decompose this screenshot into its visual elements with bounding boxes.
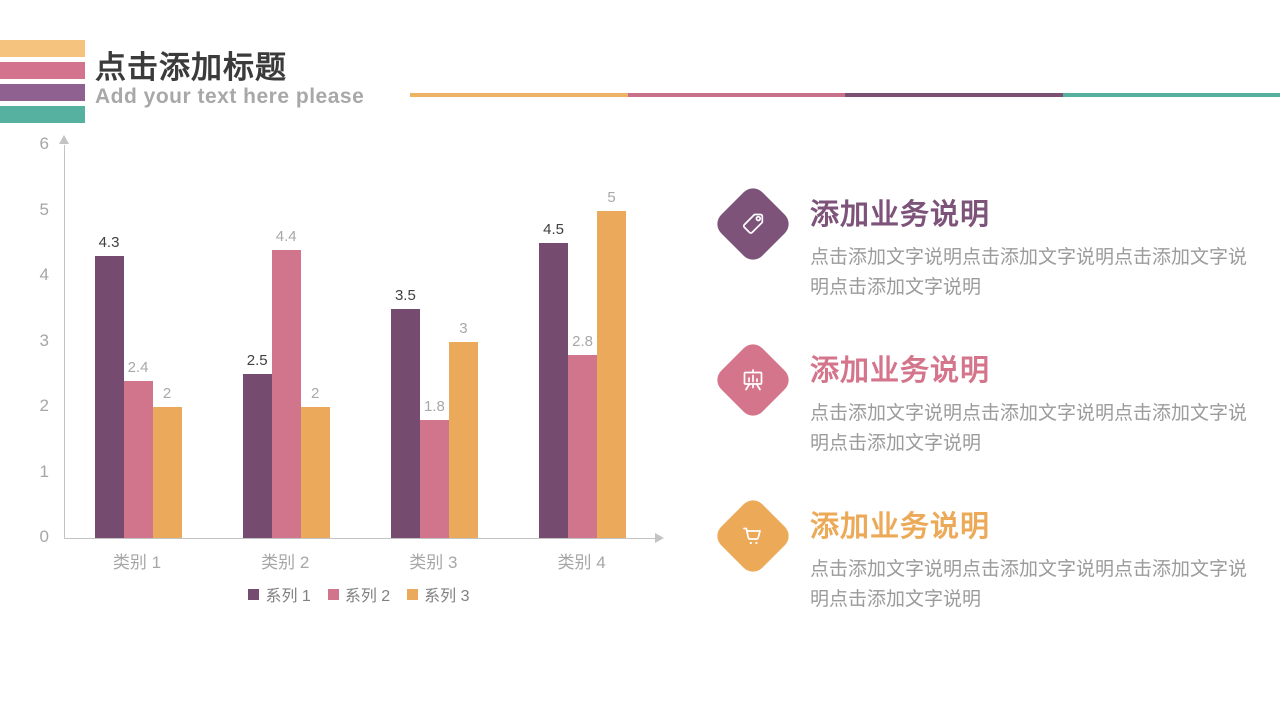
block-heading: 添加业务说明 <box>810 199 991 231</box>
bar <box>300 407 330 538</box>
block-heading: 添加业务说明 <box>810 511 991 543</box>
y-tick-label: 5 <box>39 199 49 219</box>
bar <box>539 243 569 538</box>
bar-value-label: 2.5 <box>246 352 268 370</box>
divider-segment <box>410 93 628 97</box>
info-block: 添加业务说明 点击添加文字说明点击添加文字说明点击添加文字说明点击添加文字说明 <box>711 494 1260 647</box>
bar-value-label: 1.8 <box>423 398 445 416</box>
header-stripe <box>0 62 85 79</box>
plot-area: 0 1 2 3 4 5 6 4.3 2.4 2 2.5 4.4 2 3.5 1.8 3 4.5 2.8 5 <box>40 134 655 546</box>
divider-segment <box>845 93 1063 97</box>
diamond-badge <box>711 494 795 578</box>
page-title: 点击添加标题 <box>95 50 287 85</box>
bar-value-label: 4.3 <box>98 234 120 252</box>
x-axis-labels: 类别 1 类别 2 类别 3 类别 4 <box>64 548 654 572</box>
category-label: 类别 1 <box>112 553 162 572</box>
header-stripe <box>0 84 85 101</box>
easel-icon <box>740 367 766 393</box>
divider-segment <box>627 93 845 97</box>
diamond-badge <box>711 338 795 422</box>
bar <box>123 380 153 538</box>
header-divider <box>410 93 1280 97</box>
cart-icon <box>740 523 766 549</box>
chart-legend: 系列 1 系列 2 系列 3 <box>64 582 654 606</box>
legend-swatch-icon <box>248 588 260 600</box>
bar <box>597 210 627 538</box>
bar-value-label: 2.4 <box>127 358 149 376</box>
legend-label: 系列 1 <box>265 588 311 605</box>
category-label: 类别 3 <box>409 553 458 572</box>
y-tick-label: 3 <box>39 330 49 350</box>
y-tick-label: 1 <box>39 461 49 481</box>
bar <box>94 256 124 538</box>
bar <box>152 407 182 538</box>
diamond-badge <box>711 182 795 266</box>
divider-segment <box>1062 93 1280 97</box>
tag-icon <box>740 211 766 237</box>
y-tick-label: 4 <box>39 265 49 284</box>
y-tick-label: 0 <box>39 527 49 546</box>
header-stripe <box>0 40 85 57</box>
bar-value-label: 2 <box>162 385 172 402</box>
bar <box>568 354 598 538</box>
y-tick-label: 6 <box>39 134 49 153</box>
category-label: 类别 4 <box>557 553 606 572</box>
info-block: 添加业务说明 点击添加文字说明点击添加文字说明点击添加文字说明点击添加文字说明 <box>711 182 1260 335</box>
x-axis-arrow-icon <box>655 533 664 543</box>
legend-item: 系列 2 <box>327 582 391 606</box>
legend-label: 系列 2 <box>344 588 391 605</box>
bar-chart: 0 1 2 3 4 5 6 4.3 2.4 2 2.5 4.4 2 3.5 1.8 3 4.5 2.8 5 类别 … <box>40 134 685 620</box>
bar-value-label: 3.5 <box>394 286 416 304</box>
block-body: 点击添加文字说明点击添加文字说明点击添加文字说明点击添加文字说明 <box>810 559 1248 610</box>
block-body: 点击添加文字说明点击添加文字说明点击添加文字说明点击添加文字说明 <box>810 247 1248 298</box>
header-stripe <box>0 106 85 123</box>
bar <box>419 420 449 538</box>
block-body: 点击添加文字说明点击添加文字说明点击添加文字说明点击添加文字说明 <box>810 403 1248 454</box>
bar <box>271 249 301 538</box>
page-subtitle: Add your text here please <box>95 85 365 108</box>
category-label: 类别 2 <box>261 553 310 572</box>
bar-value-label: 3 <box>459 319 468 337</box>
bar <box>242 374 272 538</box>
bar-value-label: 4.5 <box>543 221 565 239</box>
y-tick-label: 2 <box>39 396 49 415</box>
legend-item: 系列 3 <box>407 582 470 606</box>
y-axis-arrow-icon <box>59 135 69 144</box>
legend-item: 系列 1 <box>248 582 311 606</box>
bar-value-label: 2.8 <box>572 332 594 350</box>
bar-value-label: 2 <box>311 385 320 402</box>
legend-label: 系列 3 <box>424 588 470 605</box>
legend-swatch-icon <box>407 588 419 600</box>
bar <box>390 308 420 538</box>
bar-value-label: 4.4 <box>275 227 297 245</box>
bar <box>448 341 478 538</box>
header-stripes <box>0 40 85 128</box>
y-axis-ticks: 0 1 2 3 4 5 6 <box>19 134 55 546</box>
bar-value-label: 5 <box>607 188 616 206</box>
legend-swatch-icon <box>327 588 339 600</box>
info-block: 添加业务说明 点击添加文字说明点击添加文字说明点击添加文字说明点击添加文字说明 <box>711 338 1260 491</box>
block-heading: 添加业务说明 <box>810 355 991 387</box>
